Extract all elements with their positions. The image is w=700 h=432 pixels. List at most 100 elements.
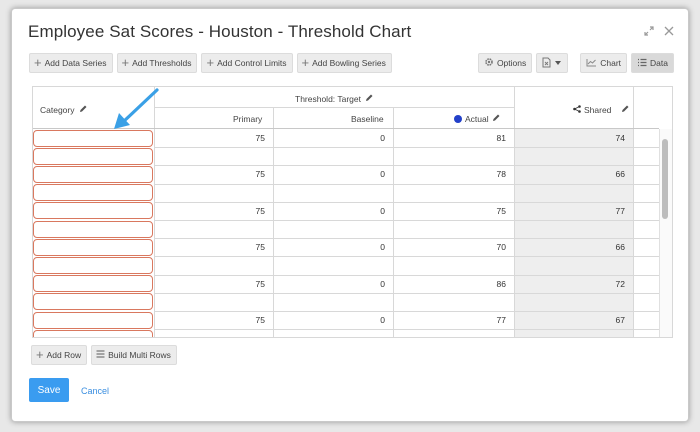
cell-baseline[interactable]: 0 bbox=[380, 242, 385, 253]
build-multi-rows-button[interactable]: Build Multi Rows bbox=[91, 345, 177, 365]
add-thresholds-label: Add Thresholds bbox=[132, 58, 192, 68]
row-divider bbox=[154, 147, 659, 149]
cell-shared[interactable]: 74 bbox=[615, 133, 625, 143]
data-view-button[interactable]: Data bbox=[631, 53, 674, 73]
file-icon bbox=[542, 57, 551, 70]
cancel-link[interactable]: Cancel bbox=[81, 386, 110, 396]
options-label: Options bbox=[496, 58, 527, 68]
add-bowling-series-button[interactable]: + Add Bowling Series bbox=[296, 53, 392, 73]
add-control-limits-label: Add Control Limits bbox=[217, 58, 287, 68]
cell-primary[interactable]: 75 bbox=[255, 169, 265, 180]
cell-baseline[interactable]: 0 bbox=[380, 278, 385, 289]
plus-icon: + bbox=[36, 347, 44, 362]
add-row-button[interactable]: + Add Row bbox=[31, 345, 88, 365]
category-input[interactable] bbox=[33, 257, 153, 274]
category-input[interactable] bbox=[33, 129, 153, 147]
row-divider bbox=[154, 238, 659, 240]
category-input[interactable] bbox=[33, 293, 153, 311]
menu-lines-icon bbox=[96, 350, 105, 360]
add-thresholds-button[interactable]: + Add Thresholds bbox=[116, 53, 198, 73]
cell-shared[interactable]: 66 bbox=[615, 242, 625, 253]
shared-column-bg bbox=[514, 129, 633, 337]
cell-baseline[interactable]: 0 bbox=[380, 315, 385, 325]
pencil-icon[interactable] bbox=[621, 104, 630, 115]
options-button[interactable]: Options bbox=[477, 53, 533, 73]
add-control-limits-button[interactable]: + Add Control Limits bbox=[201, 53, 293, 73]
save-button[interactable]: Save bbox=[29, 378, 69, 402]
cell-baseline[interactable]: 0 bbox=[380, 205, 385, 216]
category-input[interactable] bbox=[33, 184, 153, 202]
cell-shared[interactable]: 77 bbox=[615, 205, 625, 216]
close-icon[interactable] bbox=[664, 26, 674, 36]
cell-primary[interactable]: 75 bbox=[255, 242, 265, 253]
primary-header: Primary bbox=[233, 114, 263, 124]
cell-actual[interactable]: 78 bbox=[496, 169, 506, 180]
title-icons bbox=[644, 26, 674, 36]
plus-icon: + bbox=[301, 55, 310, 70]
expand-icon[interactable] bbox=[644, 26, 654, 36]
category-input[interactable] bbox=[33, 220, 153, 238]
pencil-icon[interactable] bbox=[365, 93, 374, 104]
chart-editor-dialog: Employee Sat Scores - Houston - Threshol… bbox=[11, 8, 689, 422]
cell-primary[interactable]: 75 bbox=[255, 133, 265, 143]
dialog-title: Employee Sat Scores - Houston - Threshol… bbox=[28, 22, 412, 41]
row-divider bbox=[154, 220, 659, 221]
grid-divider bbox=[393, 108, 394, 337]
row-divider bbox=[154, 183, 659, 185]
pencil-icon[interactable] bbox=[492, 113, 501, 124]
category-input[interactable] bbox=[33, 147, 153, 165]
cell-shared[interactable]: 67 bbox=[615, 315, 625, 325]
cell-actual[interactable]: 81 bbox=[496, 133, 506, 143]
category-input[interactable] bbox=[33, 275, 153, 293]
grid-divider bbox=[154, 87, 155, 337]
plus-icon: + bbox=[121, 55, 130, 70]
scrollbar-thumb[interactable] bbox=[662, 139, 668, 219]
cell-baseline[interactable]: 0 bbox=[380, 133, 385, 143]
shared-header[interactable]: Shared bbox=[573, 104, 630, 115]
grid-divider bbox=[154, 107, 514, 108]
category-input[interactable] bbox=[33, 311, 153, 329]
grid-divider bbox=[273, 108, 274, 337]
export-dropdown-button[interactable] bbox=[536, 53, 569, 73]
row-divider bbox=[154, 201, 659, 203]
add-data-series-label: Add Data Series bbox=[44, 58, 107, 68]
category-input[interactable] bbox=[33, 166, 153, 183]
threshold-header[interactable]: Threshold: Target bbox=[295, 93, 374, 104]
chart-view-button[interactable]: Chart bbox=[580, 53, 628, 73]
gear-icon bbox=[484, 57, 494, 69]
plus-icon: + bbox=[206, 55, 215, 70]
cell-actual[interactable]: 86 bbox=[496, 278, 506, 289]
plus-icon: + bbox=[34, 55, 42, 70]
cell-actual[interactable]: 75 bbox=[496, 205, 506, 216]
cell-shared[interactable]: 72 bbox=[615, 278, 625, 289]
row-divider bbox=[154, 329, 659, 331]
row-divider bbox=[154, 311, 659, 312]
category-header-label: Category bbox=[40, 104, 75, 115]
build-multi-rows-label: Build Multi Rows bbox=[108, 350, 171, 360]
category-input[interactable] bbox=[33, 202, 153, 220]
cell-baseline[interactable]: 0 bbox=[380, 169, 385, 180]
cell-actual[interactable]: 70 bbox=[496, 242, 506, 253]
chart-view-label: Chart bbox=[600, 58, 622, 68]
add-data-series-button[interactable]: + Add Data Series bbox=[29, 53, 113, 73]
cell-primary[interactable]: 75 bbox=[255, 315, 265, 325]
cell-primary[interactable]: 75 bbox=[255, 278, 265, 289]
row-divider bbox=[154, 292, 659, 294]
category-input[interactable] bbox=[33, 238, 153, 256]
cell-primary[interactable]: 75 bbox=[255, 205, 265, 216]
row-divider bbox=[154, 274, 659, 276]
series-color-dot bbox=[454, 114, 462, 123]
cell-shared[interactable]: 66 bbox=[615, 169, 625, 180]
actual-header[interactable]: Actual bbox=[454, 113, 501, 124]
annotation-arrow-icon bbox=[114, 88, 159, 129]
row-divider bbox=[154, 256, 659, 258]
add-row-label: Add Row bbox=[46, 350, 82, 360]
actual-header-label: Actual bbox=[465, 113, 489, 124]
category-header[interactable]: Category bbox=[40, 104, 88, 115]
pencil-icon[interactable] bbox=[79, 104, 88, 115]
threshold-header-label: Threshold: Target bbox=[295, 93, 361, 104]
cell-actual[interactable]: 77 bbox=[496, 315, 506, 325]
baseline-header: Baseline bbox=[351, 114, 384, 124]
category-input[interactable] bbox=[33, 329, 153, 337]
row-divider bbox=[154, 165, 659, 167]
